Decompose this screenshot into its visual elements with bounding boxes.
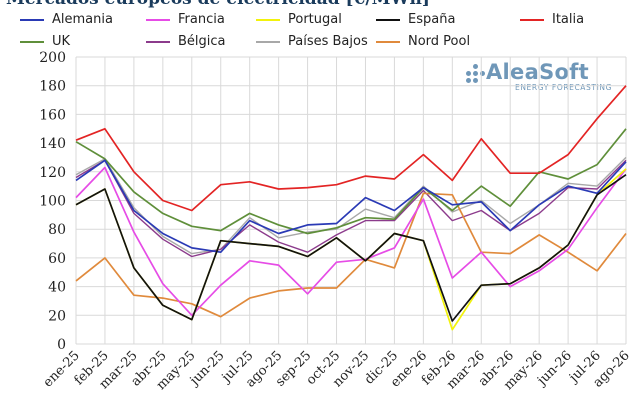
aleasoft-logo: AleaSoft ENERGY FORECASTING xyxy=(466,60,626,96)
logo-subtitle: ENERGY FORECASTING xyxy=(515,83,613,92)
legend-swatch xyxy=(20,18,44,21)
series-line-bélgica xyxy=(75,159,627,258)
legend: Alemania Francia Portugal España Italia UK Bél… xyxy=(0,8,640,52)
series-line-italia xyxy=(75,85,627,212)
legend-swatch xyxy=(520,18,544,21)
legend-label: Bélgica xyxy=(178,34,226,49)
y-tick-label: 100 xyxy=(39,194,66,210)
legend-item: Bélgica xyxy=(146,34,226,49)
y-tick-label: 140 xyxy=(39,136,66,152)
y-tick-label: 20 xyxy=(48,308,66,324)
y-tick-label: 180 xyxy=(39,79,66,95)
legend-item: Portugal xyxy=(256,12,342,27)
grid-lines xyxy=(75,56,627,345)
y-tick-label: 120 xyxy=(39,165,66,181)
y-tick-label: 80 xyxy=(48,222,66,238)
legend-swatch xyxy=(256,18,280,21)
legend-item: Nord Pool xyxy=(376,34,470,49)
logo-dots-icon xyxy=(466,64,485,83)
legend-item: UK xyxy=(20,34,70,49)
legend-swatch xyxy=(146,40,170,43)
series-lines xyxy=(75,85,627,331)
legend-swatch xyxy=(146,18,170,21)
legend-label: UK xyxy=(52,34,71,49)
y-tick-labels: 0 20 40 60 80 100 120 140 160 180 200 xyxy=(39,50,66,353)
series-line-uk xyxy=(75,128,627,235)
legend-label: Italia xyxy=(552,12,585,27)
y-tick-label: 60 xyxy=(48,251,66,267)
legend-item: Países Bajos xyxy=(256,34,368,49)
legend-item: Alemania xyxy=(20,12,113,27)
y-tick-label: 40 xyxy=(48,280,66,296)
series-line-francia xyxy=(75,166,627,317)
legend-swatch xyxy=(256,40,280,43)
logo-name: AleaSoft xyxy=(486,60,589,84)
series-line-alemania xyxy=(75,159,627,254)
chart-title: Mercados europeos de electricidad [€/MWh… xyxy=(6,0,430,9)
legend-item: Italia xyxy=(520,12,584,27)
legend-item: Francia xyxy=(146,12,225,27)
legend-label: Nord Pool xyxy=(408,34,471,49)
y-tick-label: 200 xyxy=(39,50,66,66)
legend-label: Portugal xyxy=(288,12,342,27)
y-tick-label: 160 xyxy=(39,107,66,123)
series-line-nord-pool xyxy=(75,192,627,318)
series-line-países-bajos xyxy=(75,156,627,255)
x-tick-label: ene-25 xyxy=(41,348,83,390)
legend-swatch xyxy=(376,40,400,43)
legend-label: Alemania xyxy=(52,12,113,27)
y-tick-label: 0 xyxy=(57,337,66,353)
legend-item: España xyxy=(376,12,455,27)
series-line-españa xyxy=(75,174,627,322)
legend-swatch xyxy=(20,40,44,43)
x-tick-labels: ene-25feb-25mar-25abr-25may-25jun-25jul-… xyxy=(41,348,633,393)
legend-label: Francia xyxy=(178,12,225,27)
legend-label: España xyxy=(408,12,456,27)
legend-swatch xyxy=(376,18,400,21)
legend-label: Países Bajos xyxy=(288,34,368,49)
